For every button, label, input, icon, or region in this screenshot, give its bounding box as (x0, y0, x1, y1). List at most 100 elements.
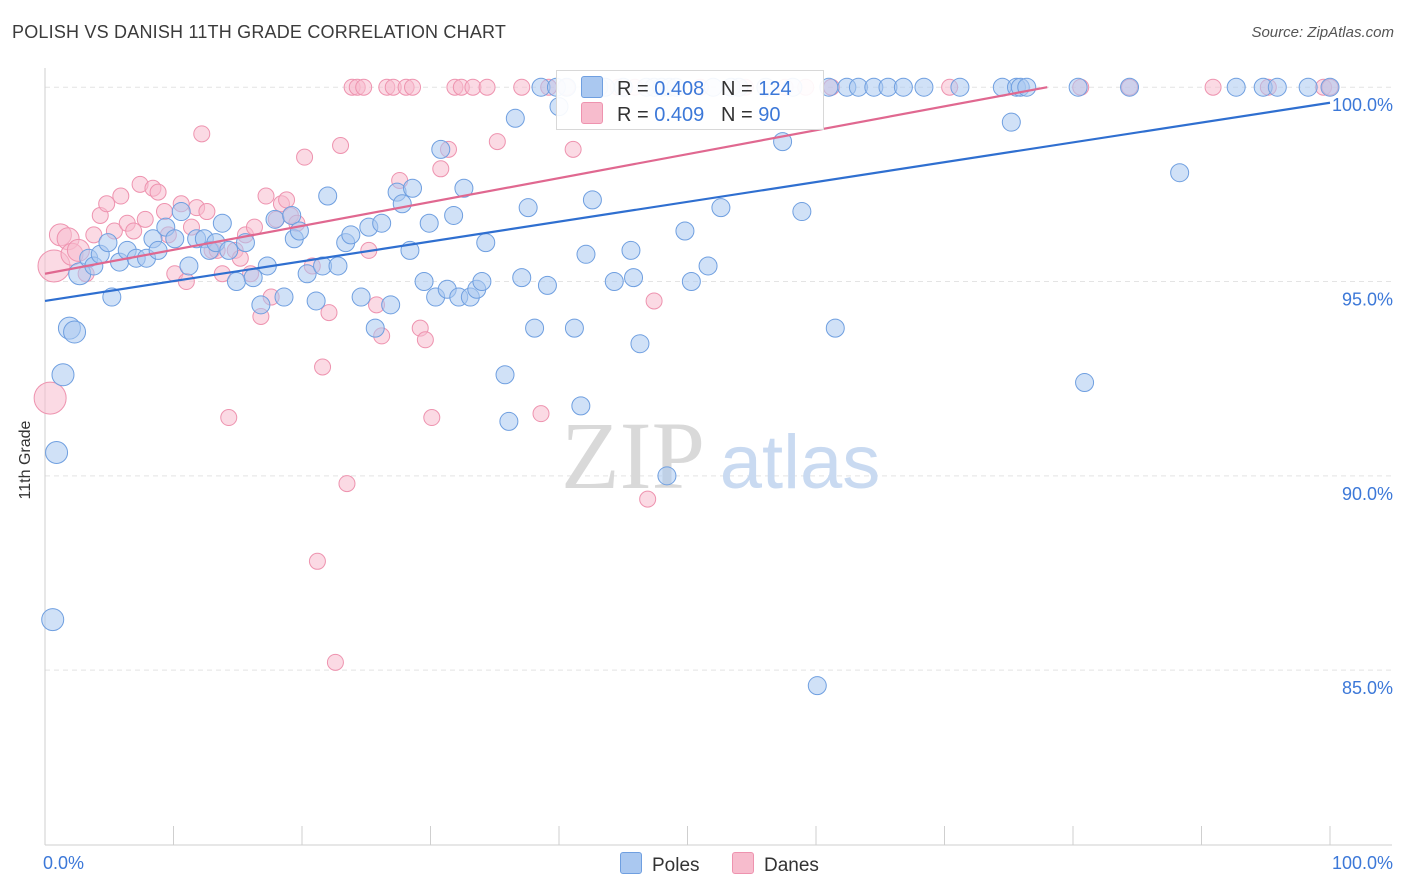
poles-point (219, 240, 239, 260)
poles-point (893, 77, 913, 97)
danes-point (639, 490, 657, 508)
danes-point (320, 304, 338, 322)
poles-point (1001, 112, 1021, 132)
correlation-legend: R = 0.408 N = 124 R = 0.409 N = 90 (556, 70, 824, 130)
poles-point (372, 213, 392, 233)
danes-series (33, 78, 1339, 671)
danes-point (338, 475, 356, 493)
danes-point (177, 273, 195, 291)
danes-swatch (581, 102, 603, 124)
legend-row-danes: R = 0.409 N = 90 (581, 102, 786, 128)
danes-point (416, 331, 434, 349)
poles-point (1075, 373, 1095, 393)
poles-point (1267, 77, 1287, 97)
danes-point (355, 78, 373, 96)
danes-r-label: R = (617, 104, 649, 126)
poles-point (807, 676, 827, 696)
poles-point (1298, 77, 1318, 97)
y-tick-label: 90.0% (1342, 484, 1393, 504)
poles-point (630, 334, 650, 354)
poles-point (251, 295, 271, 315)
danes-point (326, 653, 344, 671)
poles-point (265, 209, 285, 229)
poles-point (476, 233, 496, 253)
poles-point (165, 229, 185, 249)
poles-point (444, 205, 464, 225)
poles-point (282, 205, 302, 225)
poles-point (51, 363, 75, 387)
poles-point (711, 198, 731, 218)
danes-point (513, 78, 531, 96)
chart-title: POLISH VS DANISH 11TH GRADE CORRELATION … (12, 22, 507, 42)
poles-point (472, 272, 492, 292)
poles-n-label: N = (720, 78, 753, 100)
danes-point (332, 136, 350, 154)
danes-n-label: N = (720, 104, 753, 126)
poles-point (318, 186, 338, 206)
danes-r-value: 0.409 (654, 104, 705, 126)
danes-point (149, 183, 167, 201)
danes-legend-swatch (732, 852, 754, 874)
source-credit: Source: ZipAtlas.com (1251, 24, 1394, 41)
poles-n-value: 124 (758, 78, 792, 100)
poles-point (351, 287, 371, 307)
danes-point (198, 203, 216, 221)
watermark-atlas: atlas (720, 420, 881, 505)
poles-point (576, 244, 596, 264)
poles-point (1170, 163, 1190, 183)
gridlines (45, 86, 1392, 671)
poles-point (1120, 77, 1140, 97)
danes-point (136, 210, 154, 228)
legend-item-poles[interactable]: Poles (620, 852, 700, 877)
poles-point (698, 256, 718, 276)
poles-legend-swatch (620, 852, 642, 874)
poles-point (792, 202, 812, 222)
poles-point (1068, 77, 1088, 97)
poles-point (499, 411, 519, 431)
poles-point (537, 275, 557, 295)
poles-point (306, 291, 326, 311)
poles-point (604, 272, 624, 292)
poles-r-value: 0.408 (654, 78, 705, 100)
danes-n-value: 90 (758, 104, 781, 126)
poles-point (525, 318, 545, 338)
danes-point (112, 187, 130, 205)
poles-point (582, 190, 602, 210)
poles-swatch (581, 76, 603, 98)
poles-legend-label: Poles (652, 855, 700, 876)
poles-point (381, 295, 401, 315)
danes-point (257, 187, 275, 205)
poles-point (41, 608, 65, 632)
poles-point (1320, 77, 1340, 97)
poles-point (171, 202, 191, 222)
poles-point (505, 108, 525, 128)
danes-point (1204, 78, 1222, 96)
poles-point (518, 198, 538, 218)
poles-point (274, 287, 294, 307)
danes-point (464, 78, 482, 96)
watermark-zip: ZIP (561, 402, 705, 509)
danes-point (532, 405, 550, 423)
danes-point (278, 191, 296, 209)
danes-point (193, 125, 211, 143)
danes-point (156, 203, 174, 221)
poles-point (419, 213, 439, 233)
poles-point (495, 365, 515, 385)
danes-point (645, 292, 663, 310)
danes-point (488, 133, 506, 151)
poles-point (624, 268, 644, 288)
danes-trend-line (44, 86, 1048, 275)
x-tick-label-min: 0.0% (43, 853, 84, 873)
axes (44, 68, 1392, 846)
poles-point (1017, 77, 1037, 97)
poles-point (657, 466, 677, 486)
poles-r-label: R = (617, 78, 649, 100)
poles-point (63, 320, 87, 344)
danes-point (308, 552, 326, 570)
poles-point (212, 213, 232, 233)
poles-point (621, 240, 641, 260)
y-tick-label: 100.0% (1332, 95, 1393, 115)
legend-item-danes[interactable]: Danes (732, 852, 819, 877)
danes-point (564, 140, 582, 158)
